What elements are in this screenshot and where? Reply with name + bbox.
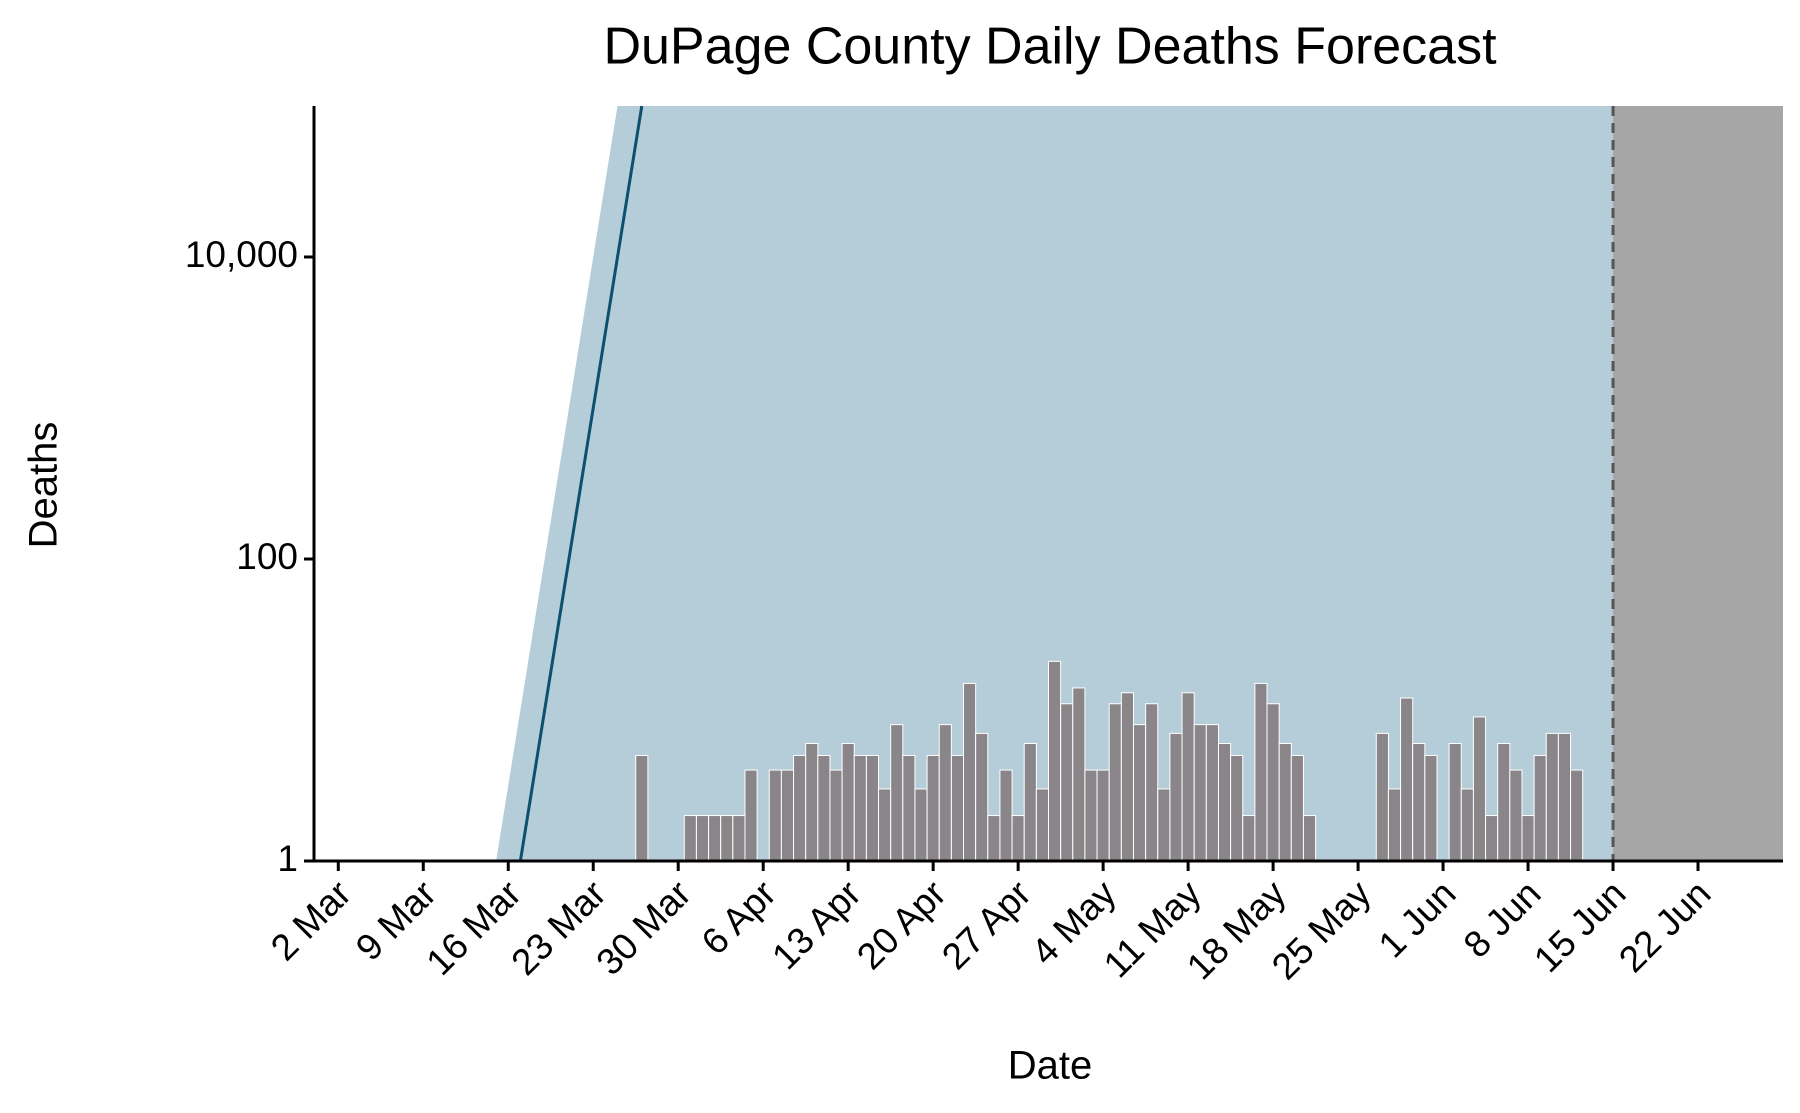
bar [1424, 754, 1438, 862]
bar [768, 769, 782, 862]
bar [1302, 815, 1317, 862]
bar [1230, 754, 1244, 862]
forecast-region [1613, 106, 1783, 861]
bar [732, 815, 746, 862]
bar [1096, 769, 1110, 862]
bar [1290, 754, 1304, 862]
bar [1072, 687, 1086, 862]
bar [780, 769, 795, 862]
bar [1157, 788, 1171, 862]
bar [1412, 742, 1426, 862]
bar [1497, 742, 1511, 862]
bar [1460, 788, 1474, 862]
bar [1266, 703, 1280, 862]
x-tick-label: 16 Mar [418, 873, 528, 983]
bar [1120, 692, 1134, 862]
confidence-band [496, 106, 1614, 861]
x-tick-label: 30 Mar [588, 873, 698, 983]
bar [865, 754, 880, 862]
bar [1023, 742, 1037, 862]
bar [853, 754, 867, 862]
bar [890, 724, 904, 862]
bar [805, 742, 819, 862]
y-axis-title: Deaths [22, 422, 66, 549]
bar [1181, 692, 1195, 862]
bar [1400, 697, 1414, 862]
x-tick-label: 2 Mar [263, 873, 359, 969]
bar [1521, 815, 1535, 862]
chart-title: DuPage County Daily Deaths Forecast [603, 18, 1497, 76]
bar [1145, 703, 1159, 862]
bar [635, 754, 649, 862]
bar [1205, 724, 1219, 862]
bar [950, 754, 965, 862]
bar [878, 788, 892, 862]
bar [1242, 815, 1256, 862]
bar [1132, 724, 1147, 862]
bar [817, 754, 831, 862]
y-tick-label: 10,000 [185, 234, 298, 275]
bar [829, 769, 843, 862]
y-tick-label: 100 [236, 536, 298, 577]
x-tick-label: 23 Mar [503, 873, 613, 983]
x-axis-title: Date [1008, 1044, 1093, 1088]
bar [1060, 703, 1074, 862]
bar [1084, 769, 1098, 862]
x-tick-label: 22 Jun [1611, 873, 1719, 981]
bar [975, 732, 989, 862]
bar [841, 742, 855, 862]
bar [1472, 716, 1487, 862]
bar [999, 769, 1013, 862]
bar [938, 724, 952, 862]
bar [987, 815, 1001, 862]
bar [1509, 769, 1523, 862]
bar [1278, 742, 1292, 862]
bar [1387, 788, 1402, 862]
bar [1485, 815, 1499, 862]
x-tick-label: 13 Apr [764, 873, 869, 978]
bar [1108, 703, 1122, 862]
bar [744, 769, 758, 862]
bar [1254, 682, 1268, 862]
bar [1035, 788, 1049, 862]
bar [683, 815, 697, 862]
x-tick-label: 27 Apr [934, 873, 1039, 978]
bar [1533, 754, 1547, 862]
y-tick-label: 1 [277, 838, 298, 879]
bar [1557, 732, 1572, 862]
bar [1193, 724, 1207, 862]
bar [1217, 742, 1232, 862]
bar [1048, 660, 1062, 862]
median-line [518, 105, 644, 862]
bar [902, 754, 916, 862]
bar [1169, 732, 1183, 862]
bar [926, 754, 940, 862]
x-tick-label: 15 Jun [1526, 873, 1634, 981]
bar [1448, 742, 1462, 862]
bar [1570, 769, 1584, 862]
bar [1545, 732, 1559, 862]
bar [720, 815, 734, 862]
x-tick-label: 1 Jun [1371, 873, 1464, 966]
bar [793, 754, 807, 862]
bar [963, 682, 977, 862]
x-tick-label: 20 Apr [849, 873, 954, 978]
bar [695, 815, 710, 862]
bar [708, 815, 722, 862]
bar [1375, 732, 1389, 862]
bar [1011, 815, 1025, 862]
bar [914, 788, 928, 862]
